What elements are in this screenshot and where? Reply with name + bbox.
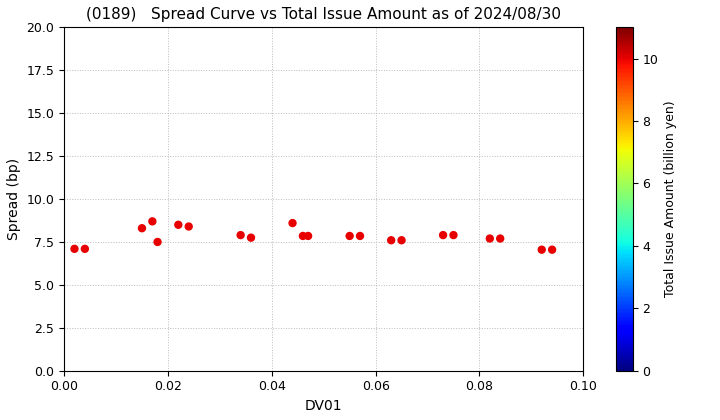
Point bbox=[235, 232, 246, 239]
Point bbox=[344, 233, 356, 239]
Point bbox=[183, 223, 194, 230]
Y-axis label: Spread (bp): Spread (bp) bbox=[7, 158, 21, 240]
Point bbox=[287, 220, 298, 226]
Point bbox=[297, 233, 309, 239]
Point bbox=[302, 233, 314, 239]
Title: (0189)   Spread Curve vs Total Issue Amount as of 2024/08/30: (0189) Spread Curve vs Total Issue Amoun… bbox=[86, 7, 561, 22]
Point bbox=[546, 247, 558, 253]
Point bbox=[246, 234, 257, 241]
Point bbox=[147, 218, 158, 225]
Point bbox=[396, 237, 408, 244]
Point bbox=[437, 232, 449, 239]
Point bbox=[152, 239, 163, 245]
Point bbox=[448, 232, 459, 239]
Point bbox=[136, 225, 148, 231]
Point bbox=[536, 247, 547, 253]
Point bbox=[484, 235, 495, 242]
Point bbox=[79, 245, 91, 252]
Point bbox=[385, 237, 397, 244]
Point bbox=[495, 235, 506, 242]
Point bbox=[173, 221, 184, 228]
Point bbox=[354, 233, 366, 239]
X-axis label: DV01: DV01 bbox=[305, 399, 343, 413]
Y-axis label: Total Issue Amount (billion yen): Total Issue Amount (billion yen) bbox=[664, 101, 677, 297]
Point bbox=[68, 245, 80, 252]
